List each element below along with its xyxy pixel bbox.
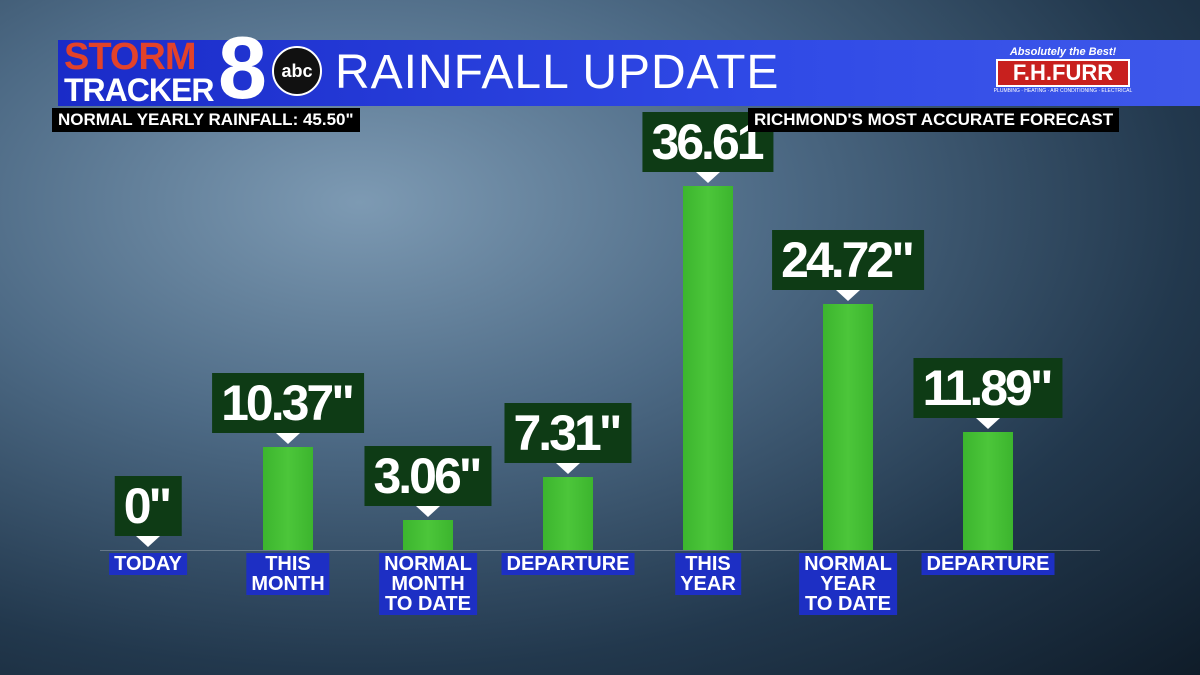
sponsor-tagline: Absolutely the Best! [1009,46,1117,58]
label-pointer [556,463,580,475]
label-pointer [696,172,720,183]
value-label: 10.37" [212,372,364,433]
network-logo: abc [272,46,322,96]
category-label: NORMAL YEAR TO DATE [799,553,897,615]
category-label: DEPARTURE [501,553,635,575]
category-label: NORMAL MONTH TO DATE [379,553,477,615]
brand-number: 8 [218,18,267,117]
category-label: THIS YEAR [675,553,741,595]
bar [543,477,593,550]
category-label: TODAY [109,553,187,575]
bar [263,446,313,550]
baseline [100,550,1100,551]
value-label: 3.06" [364,445,492,506]
label-pointer [416,505,440,517]
bar [683,186,733,550]
value-label: 0" [114,476,182,536]
value-label: 36.61 [642,112,774,172]
sponsor-logo: Absolutely the Best! F.H.FURR PLUMBING ·… [990,46,1136,100]
sponsor-services: PLUMBING · HEATING · AIR CONDITIONING · … [993,88,1133,94]
brand-tracker: TRACKER [64,72,214,108]
category-label: THIS MONTH [246,553,330,595]
label-pointer [976,417,1000,429]
label-pointer [276,432,300,444]
bar [403,519,453,550]
value-label: 24.72" [772,230,924,291]
value-label: 11.89" [913,357,1063,418]
slogan: RICHMOND'S MOST ACCURATE FORECAST [748,108,1120,132]
category-label: DEPARTURE [921,553,1055,575]
bar [823,304,873,550]
brand-storm: STORM [64,36,197,78]
value-label: 7.31" [504,403,632,464]
chart-title: RAINFALL UPDATE [335,46,780,99]
subtitle: NORMAL YEARLY RAINFALL: 45.50" [52,108,360,132]
bar [963,431,1013,550]
label-pointer [136,536,160,547]
label-pointer [836,290,860,302]
sponsor-name: F.H.FURR [996,59,1130,87]
